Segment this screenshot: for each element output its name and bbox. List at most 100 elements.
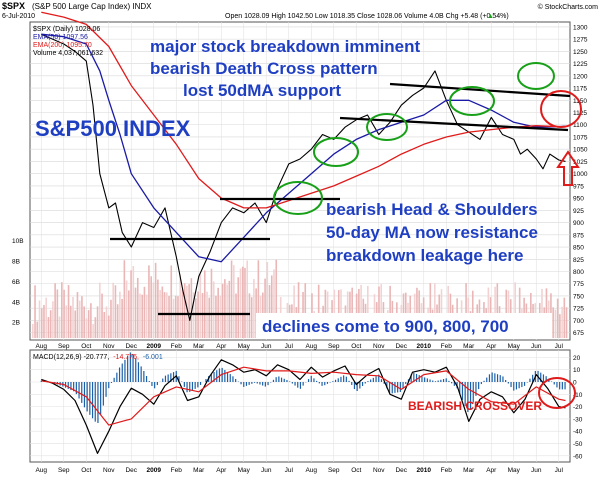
red-circle-jun bbox=[540, 90, 582, 128]
source-credit: © StockCharts.com bbox=[538, 3, 599, 11]
macd-x-tick-label: Dec bbox=[395, 467, 407, 474]
volume-bar bbox=[76, 292, 79, 338]
macd-x-tick-label: Aug bbox=[35, 467, 47, 474]
x-tick-label: Feb bbox=[441, 343, 453, 350]
volume-bar bbox=[56, 289, 59, 338]
price-tick-label: 700 bbox=[573, 318, 584, 325]
volume-bar bbox=[132, 266, 135, 338]
volume-bar bbox=[253, 278, 255, 338]
price-tick-label: 925 bbox=[573, 208, 584, 215]
volume-tick-label: 10B bbox=[12, 238, 24, 245]
x-tick-label: Apr bbox=[486, 343, 497, 350]
volume-bar bbox=[58, 316, 61, 338]
x-tick-label: Aug bbox=[35, 343, 47, 350]
macd-x-tick-label: Apr bbox=[216, 467, 227, 474]
volume-bar bbox=[45, 297, 47, 338]
price-series bbox=[41, 11, 566, 321]
volume-bar bbox=[125, 280, 128, 338]
green-circle-oct bbox=[313, 137, 359, 167]
macd-x-tick-label: Oct bbox=[351, 467, 361, 474]
legend-ema200: EMA(200) 1095.70 bbox=[33, 42, 92, 49]
volume-bar bbox=[268, 285, 271, 338]
volume-bar bbox=[49, 310, 52, 338]
volume-bar bbox=[136, 277, 139, 338]
volume-bar bbox=[43, 304, 45, 338]
volume-bar bbox=[266, 261, 269, 338]
macd-x-tick-label: Jun bbox=[261, 467, 272, 474]
macd-label-prefix: MACD(12,26,9) -20.777, bbox=[33, 354, 109, 361]
volume-bar bbox=[174, 295, 177, 338]
macd-label-hist: -6.001 bbox=[143, 354, 163, 361]
volume-bar bbox=[47, 317, 50, 338]
volume-bar bbox=[518, 287, 521, 338]
volume-bar bbox=[233, 265, 235, 338]
price-tick-label: 675 bbox=[573, 330, 584, 337]
price-tick-label: 1225 bbox=[573, 61, 588, 68]
volume-bar bbox=[212, 281, 215, 338]
volume-bar bbox=[237, 277, 240, 338]
volume-bar bbox=[201, 293, 204, 338]
volume-bar bbox=[380, 284, 382, 338]
volume-bar bbox=[230, 260, 233, 338]
price-gridlines bbox=[30, 22, 570, 340]
volume-bar bbox=[179, 274, 181, 338]
green-circle-apr bbox=[517, 62, 555, 90]
volume-bar bbox=[389, 285, 391, 338]
x-tick-label: Mar bbox=[193, 343, 205, 350]
volume-bar bbox=[110, 299, 112, 338]
volume-bar bbox=[186, 285, 188, 338]
volume-bar bbox=[183, 283, 186, 338]
volume-bar bbox=[351, 287, 353, 338]
volume-bar bbox=[168, 296, 170, 338]
symbol-full-name: (S&P 500 Large Cap Index) INDX bbox=[32, 2, 152, 11]
price-tick-label: 1300 bbox=[573, 24, 588, 31]
volume-bar bbox=[92, 323, 94, 338]
volume-bar bbox=[67, 285, 70, 338]
volume-bar bbox=[556, 298, 559, 338]
volume-tick-label: 4B bbox=[12, 299, 20, 306]
volume-bar bbox=[273, 269, 275, 338]
x-tick-label: Oct bbox=[351, 343, 361, 350]
macd-x-tick-label: Nov bbox=[373, 467, 385, 474]
price-tick-label: 725 bbox=[573, 306, 584, 313]
volume-bar bbox=[134, 287, 137, 338]
volume-bar bbox=[72, 296, 74, 338]
volume-bar bbox=[103, 312, 106, 338]
volume-bar bbox=[94, 317, 97, 338]
macd-tick-label: 0 bbox=[573, 380, 577, 387]
legend-daily: $SPX (Daily) 1028.06 bbox=[33, 26, 100, 33]
macd-x-tick-label: Mar bbox=[463, 467, 475, 474]
price-tick-label: 1100 bbox=[573, 122, 587, 129]
volume-bar bbox=[152, 282, 155, 338]
volume-bar bbox=[192, 292, 195, 338]
x-tick-label: Nov bbox=[103, 343, 115, 350]
volume-tick-label: 2B bbox=[12, 320, 20, 327]
x-tick-label: Feb bbox=[171, 343, 183, 350]
macd-x-tick-label: Dec bbox=[125, 467, 137, 474]
price-tick-label: 1025 bbox=[573, 159, 588, 166]
volume-bar bbox=[561, 306, 563, 338]
volume-bar bbox=[157, 279, 159, 338]
x-tick-label: Mar bbox=[463, 343, 475, 350]
annotation-title-2: bearish Death Cross pattern bbox=[150, 59, 378, 78]
volume-bar bbox=[83, 306, 85, 338]
volume-bar bbox=[429, 283, 432, 338]
volume-bar bbox=[221, 283, 224, 338]
volume-tick-label: 6B bbox=[12, 279, 20, 286]
volume-bar bbox=[487, 287, 490, 338]
volume-bar bbox=[378, 286, 380, 338]
volume-bar bbox=[32, 324, 34, 338]
volume-bar bbox=[554, 309, 557, 338]
macd-tick-label: 10 bbox=[573, 367, 581, 374]
volume-bar bbox=[96, 306, 99, 338]
macd-x-tick-label: Apr bbox=[486, 467, 497, 474]
annotation-hs-1: bearish Head & Shoulders bbox=[326, 200, 538, 219]
symbol-label: $SPX bbox=[2, 1, 25, 11]
price-tick-label: 775 bbox=[573, 281, 584, 288]
volume-bar bbox=[563, 297, 566, 338]
volume-bar bbox=[565, 307, 568, 338]
volume-bar bbox=[235, 293, 237, 338]
ohlc-readout: Open 1028.09 High 1042.50 Low 1018.35 Cl… bbox=[225, 13, 509, 20]
